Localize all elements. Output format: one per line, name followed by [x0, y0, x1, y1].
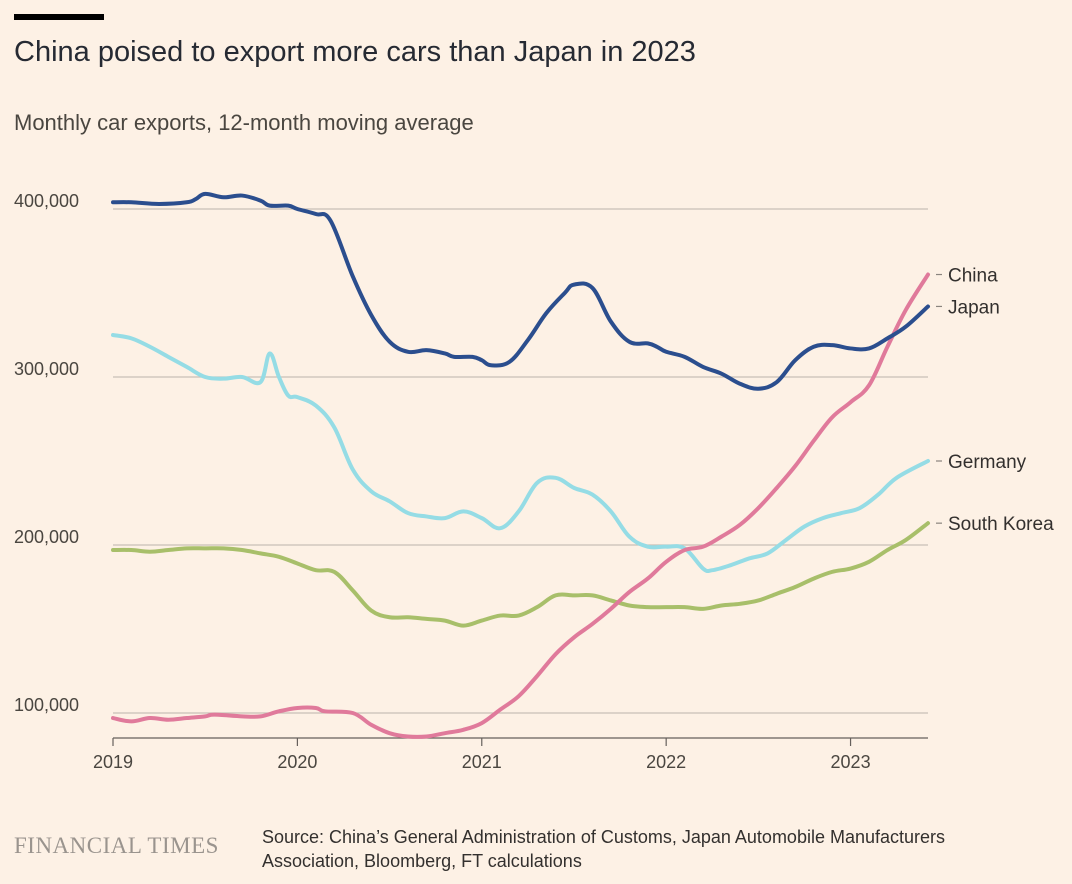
series-line-south-korea	[111, 521, 930, 628]
series-lines	[111, 191, 930, 739]
series-line-japan	[111, 191, 930, 391]
series-line-china	[111, 272, 930, 739]
y-tick-label: 400,000	[14, 191, 79, 211]
ft-logo: FINANCIAL TIMES	[14, 833, 219, 858]
y-tick-label: 200,000	[14, 527, 79, 547]
x-tick-label: 2023	[831, 752, 871, 772]
y-tick-label: 100,000	[14, 695, 79, 715]
x-tick-label: 2019	[93, 752, 133, 772]
chart-title: China poised to export more cars than Ja…	[14, 36, 696, 68]
series-label-japan: Japan	[948, 297, 1000, 318]
y-tick-label: 300,000	[14, 359, 79, 379]
series-labels: Germany South Korea China Japan	[936, 266, 1054, 535]
x-tick-label: 2022	[646, 752, 686, 772]
series-label-china: China	[948, 266, 998, 287]
ft-top-bar	[14, 14, 104, 20]
series-label-south-korea: South Korea	[948, 514, 1054, 535]
chart-subtitle: Monthly car exports, 12-month moving ave…	[14, 110, 474, 135]
grid-lines	[113, 208, 928, 714]
source-note: Source: China’s General Administration o…	[262, 827, 946, 871]
series-label-germany: Germany	[948, 452, 1027, 473]
x-tick-label: 2020	[277, 752, 317, 772]
axes: 100,000 200,000 300,000 400,000 2019 2020 2021…	[14, 191, 928, 772]
x-tick-label: 2021	[462, 752, 502, 772]
series-line-germany	[111, 333, 930, 574]
